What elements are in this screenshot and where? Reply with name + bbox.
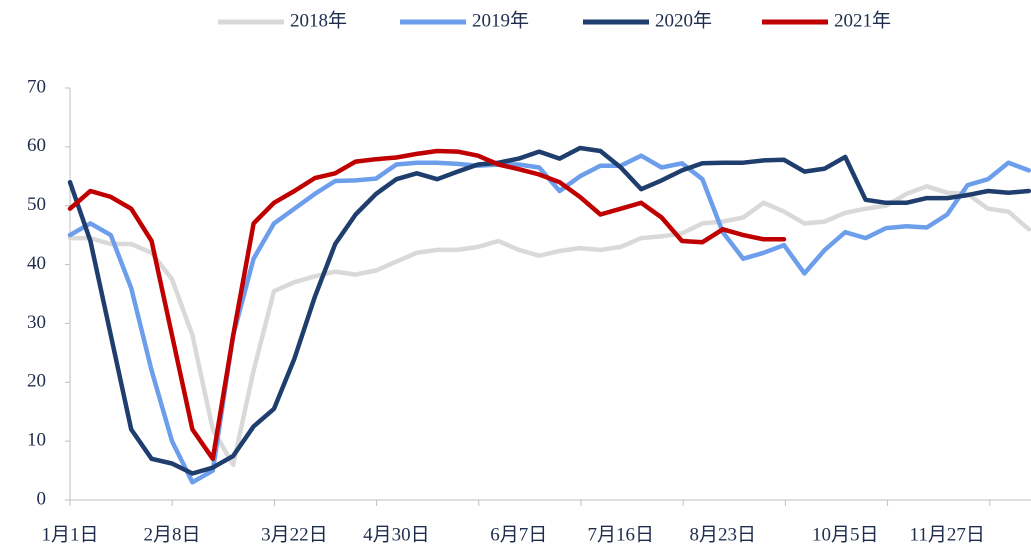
- x-tick-label: 3月22日: [261, 524, 328, 545]
- y-tick-label: 20: [27, 371, 46, 392]
- y-tick-label: 50: [27, 194, 46, 215]
- series-line: [67, 148, 787, 462]
- y-tick-label: 0: [37, 488, 47, 509]
- y-tick-label: 10: [27, 430, 46, 451]
- legend-label: 2019年: [472, 9, 529, 31]
- legend-label: 2020年: [655, 9, 712, 31]
- y-tick-label: 60: [27, 135, 46, 156]
- x-tick-label: 8月23日: [690, 524, 757, 545]
- x-tick-label: 1月1日: [41, 524, 98, 545]
- x-tick-label: 10月5日: [812, 524, 879, 545]
- legend-label: 2021年: [834, 9, 891, 31]
- y-tick-label: 40: [27, 253, 46, 274]
- x-tick-label: 11月27日: [910, 524, 985, 545]
- y-tick-label: 30: [27, 312, 46, 333]
- legend-label: 2018年: [290, 9, 347, 31]
- x-tick-label: 4月30日: [363, 524, 430, 545]
- x-tick-label: 6月7日: [490, 524, 547, 545]
- x-tick-label: 2月8日: [143, 524, 200, 545]
- x-tick-label: 7月16日: [588, 524, 655, 545]
- y-tick-label: 70: [27, 76, 46, 97]
- series-line: [67, 145, 1031, 476]
